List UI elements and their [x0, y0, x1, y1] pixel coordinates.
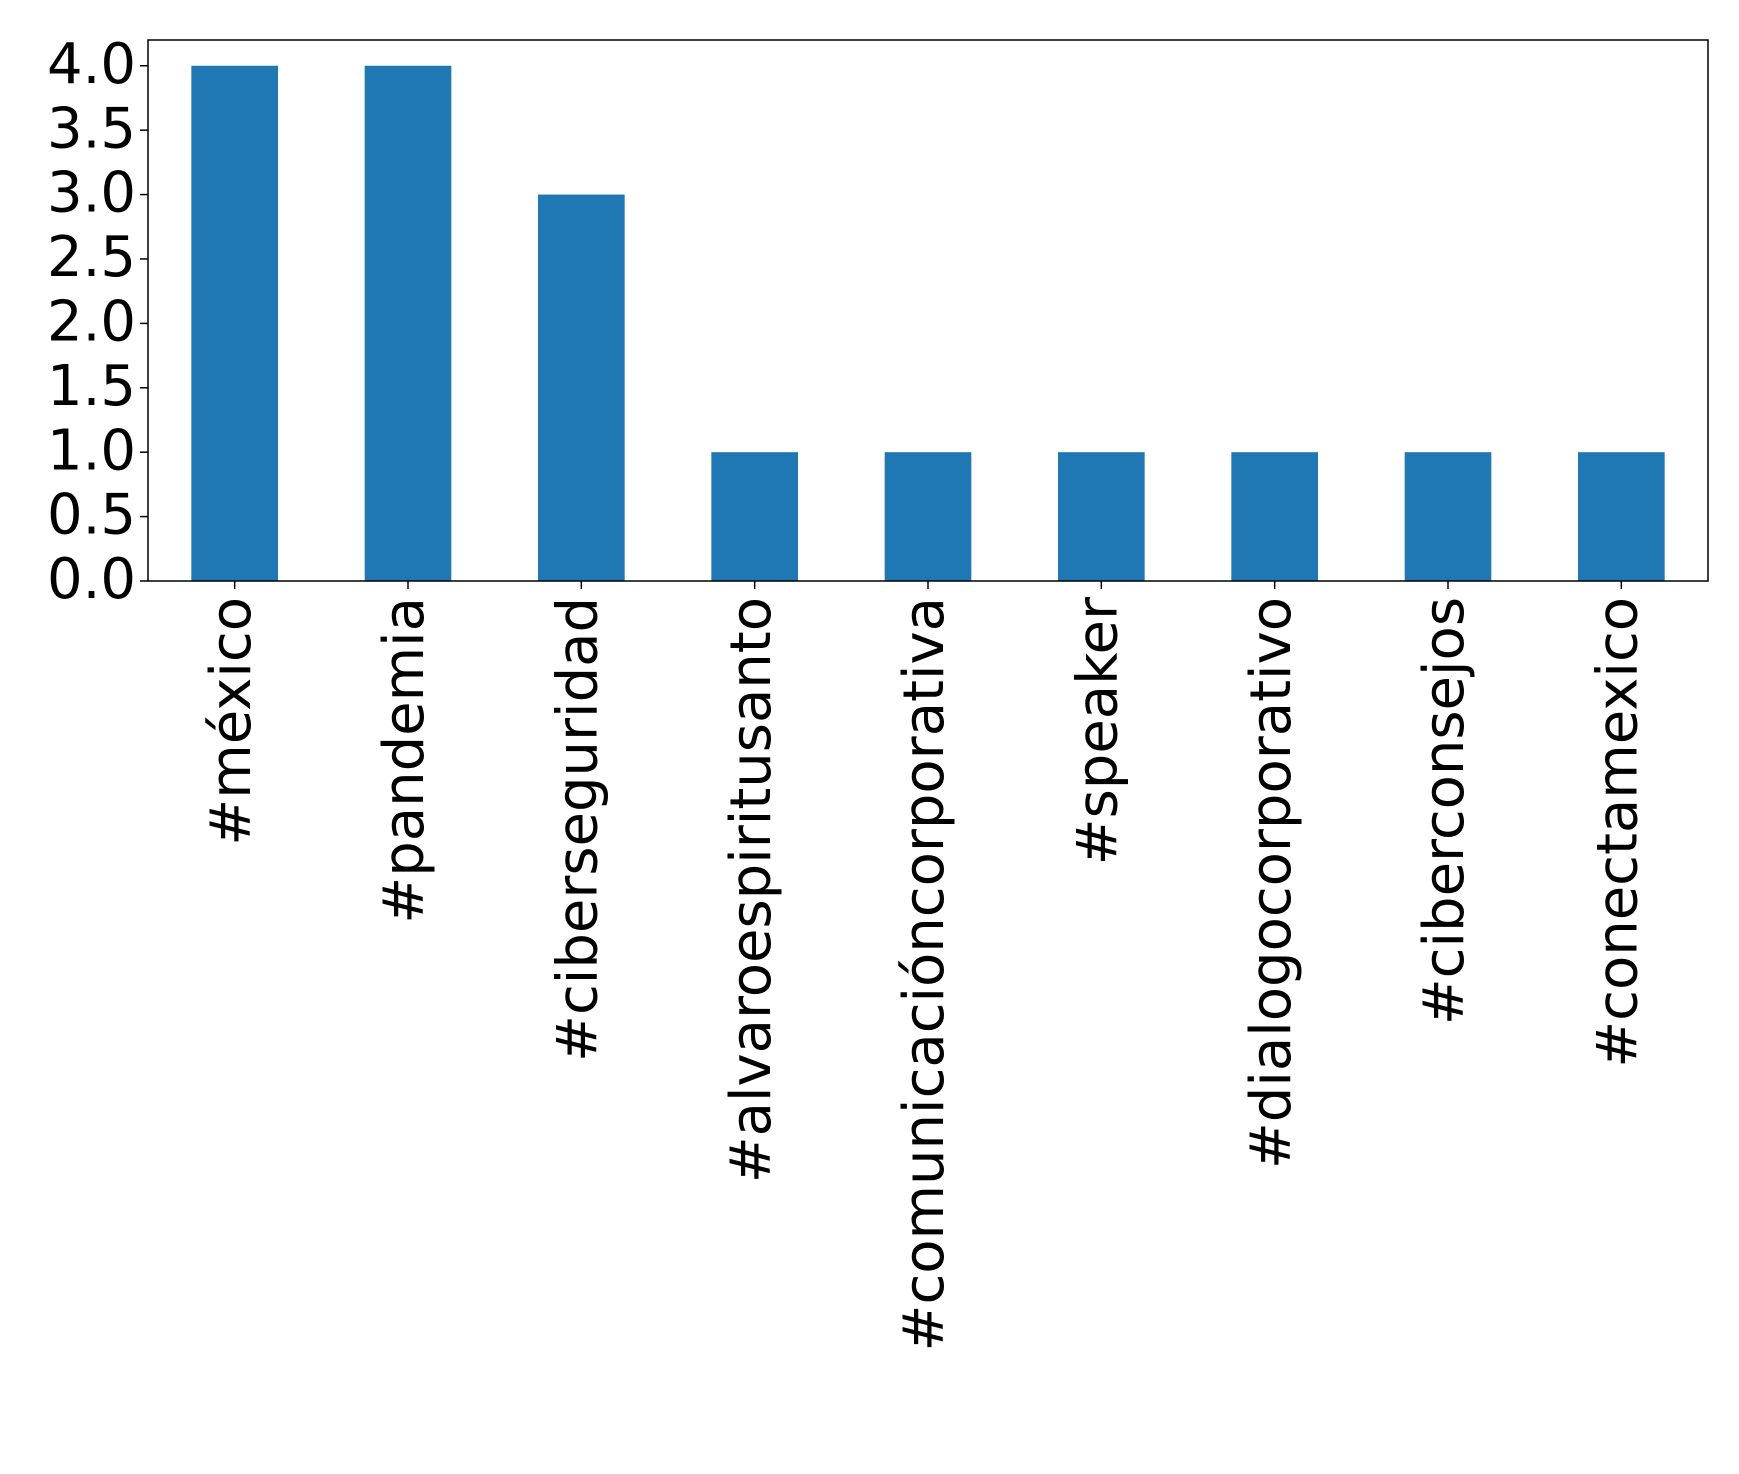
y-tick-label: 0.0: [47, 547, 136, 612]
bar: [1231, 452, 1318, 581]
x-tick-label: #alvaroespiritusanto: [719, 597, 784, 1183]
x-tick-label: #conectamexico: [1585, 597, 1650, 1068]
y-tick-label: 2.0: [47, 290, 136, 355]
plot-frame: [147, 39, 1709, 582]
x-tick-label: #méxico: [199, 597, 264, 846]
y-tick-label: 2.5: [47, 225, 136, 290]
bar: [191, 65, 278, 581]
bar: [364, 65, 452, 581]
y-tick-label: 1.0: [47, 418, 136, 483]
x-tick-label: #comunicacióncorporativa: [892, 597, 957, 1351]
bar: [538, 194, 625, 582]
y-tick-label: 3.0: [47, 161, 136, 226]
x-tick-label: #ciberseguridad: [545, 597, 610, 1062]
bar: [1058, 452, 1145, 581]
x-tick-label: #dialogocorporativo: [1239, 597, 1304, 1169]
x-tick-label: #pandemia: [372, 597, 437, 924]
y-tick-label: 0.5: [47, 483, 136, 548]
bar: [1404, 452, 1492, 581]
x-tick-label: #ciberconsejos: [1412, 597, 1477, 1025]
y-tick-label: 1.5: [47, 354, 136, 419]
bar: [884, 452, 972, 581]
x-tick-label: #speaker: [1065, 596, 1130, 865]
bar: [1578, 452, 1665, 581]
y-tick-label: 4.0: [47, 32, 136, 97]
bar: [711, 452, 798, 581]
y-tick-label: 3.5: [47, 96, 136, 161]
